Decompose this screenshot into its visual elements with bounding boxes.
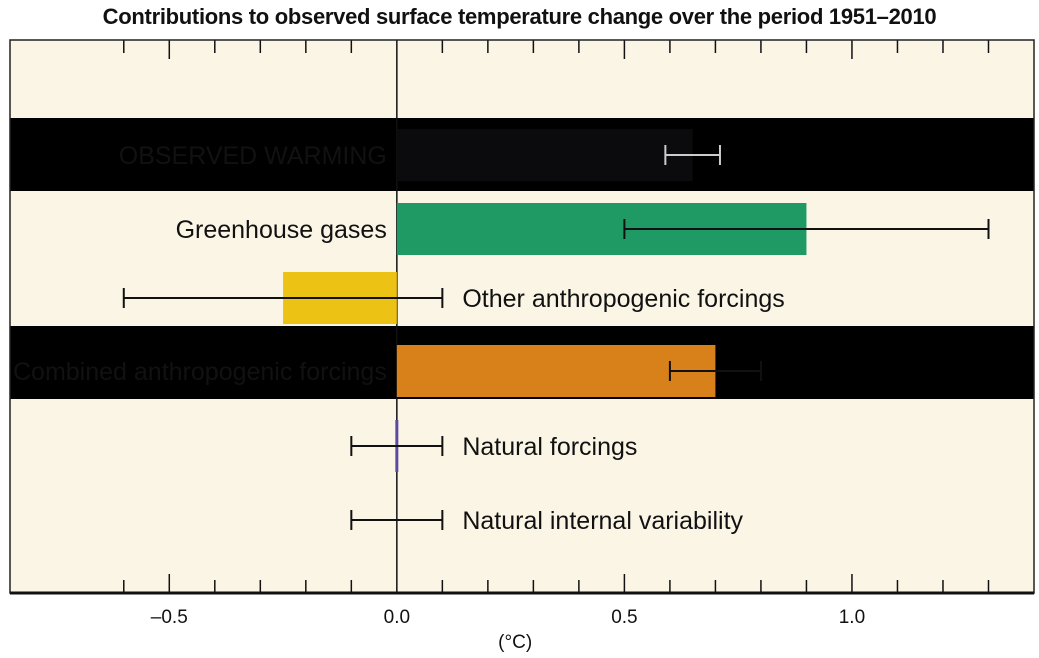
x-tick-label: 0.5 <box>611 607 637 628</box>
x-tick-label: 1.0 <box>839 607 865 628</box>
x-tick-label: –0.5 <box>151 607 188 628</box>
bar <box>396 345 716 397</box>
bar <box>396 129 693 181</box>
category-label: Natural forcings <box>462 433 637 461</box>
chart-title: Contributions to observed surface temper… <box>102 4 937 29</box>
x-tick-label: 0.0 <box>384 607 410 628</box>
category-label: Other anthropogenic forcings <box>462 285 784 313</box>
category-label: Greenhouse gases <box>176 216 387 244</box>
category-label: Combined anthropogenic forcings <box>13 358 387 386</box>
category-label: OBSERVED WARMING <box>119 142 387 170</box>
x-axis-label: (°C) <box>498 632 532 653</box>
category-label: Natural internal variability <box>462 507 743 535</box>
